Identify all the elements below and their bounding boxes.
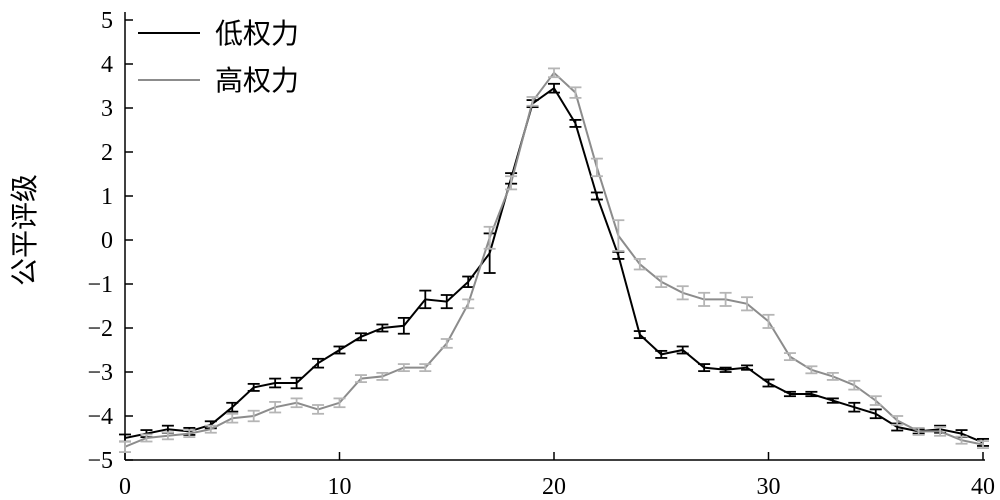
error-bar [676,345,689,355]
error-bar [419,289,432,310]
error-bar [226,401,239,413]
x-tick-label: 40 [971,474,995,500]
y-tick-label: −2 [87,316,113,342]
error-bar [569,118,582,128]
y-tick-label: 5 [101,8,113,34]
error-bar [869,408,882,420]
error-bar [633,330,646,340]
error-bar [655,349,668,359]
error-bar [569,86,582,99]
error-bar [247,382,260,392]
error-bar [312,357,325,369]
y-tick-label: −5 [87,448,113,474]
error-bar [633,258,646,271]
error-bar [955,435,968,445]
x-tick-label: 30 [757,474,781,500]
error-bar [462,298,475,310]
error-bar [397,363,410,373]
error-bar [397,316,410,335]
y-tick-label: 0 [101,228,113,254]
error-bar [119,440,131,453]
series-2 [119,67,989,453]
error-bar [290,397,303,409]
y-tick-label: 4 [101,52,113,78]
error-bar [269,377,282,389]
error-bar [483,225,496,250]
error-bar [590,191,603,201]
error-bar [612,250,625,260]
error-bar [590,157,603,178]
y-tick-label: −4 [87,404,113,430]
error-bar [290,376,303,390]
y-axis-title: 公平评级 [8,174,41,286]
error-bar [698,363,711,373]
axes [124,12,985,461]
error-bar [161,431,174,441]
error-bar [783,352,796,362]
x-tick-label: 10 [328,474,352,500]
error-bar [741,364,754,371]
error-bar [183,429,196,439]
series-1 [119,82,989,447]
error-bar [226,412,239,424]
error-bar [805,365,818,375]
error-bar [312,404,325,415]
error-bar [977,440,989,450]
error-bar [548,82,560,94]
error-bar [440,294,453,310]
error-bar [826,397,839,404]
error-bar [354,332,367,342]
plot-area [119,67,989,453]
error-bar [698,291,711,307]
error-bar [333,397,346,409]
error-bar [741,296,754,312]
x-ticks: 0 10 20 30 40 [119,452,995,500]
error-bar [869,395,882,406]
error-bar [848,401,861,413]
error-bar [805,390,818,398]
error-bar [848,379,861,391]
error-bar [440,338,453,349]
error-bar [462,275,475,288]
error-bar [719,291,732,307]
error-bar [719,366,732,373]
error-bar [676,285,689,301]
y-tick-label: −3 [87,360,113,386]
y-tick-label: −1 [87,272,113,298]
error-bar [333,345,346,355]
error-bar [612,219,625,252]
error-bar [505,175,518,191]
error-bar [548,67,560,79]
error-bar [140,433,153,443]
error-bar [891,415,904,426]
y-tick-label: 3 [101,96,113,122]
x-tick-label: 20 [542,474,566,500]
error-bar [912,426,925,436]
error-bar [826,371,839,381]
error-bar [526,96,539,107]
x-tick-label: 0 [119,474,131,500]
error-bar [762,378,775,388]
legend-label: 低权力 [215,17,299,50]
error-bar [247,409,260,423]
error-bar [354,374,367,384]
error-bar [204,424,217,434]
error-bar [419,363,432,373]
legend-label: 高权力 [215,64,299,97]
y-ticks: 5 4 3 2 1 0 −1 −2 −3 −4 −5 [87,8,133,474]
error-bar [269,401,282,414]
error-bar [934,426,947,437]
error-bar [376,323,389,333]
error-bar [376,371,389,381]
y-tick-label: 2 [101,140,113,166]
error-bar [762,313,775,329]
error-bar [655,275,668,288]
y-tick-label: 1 [101,184,113,210]
error-bar [783,390,796,398]
